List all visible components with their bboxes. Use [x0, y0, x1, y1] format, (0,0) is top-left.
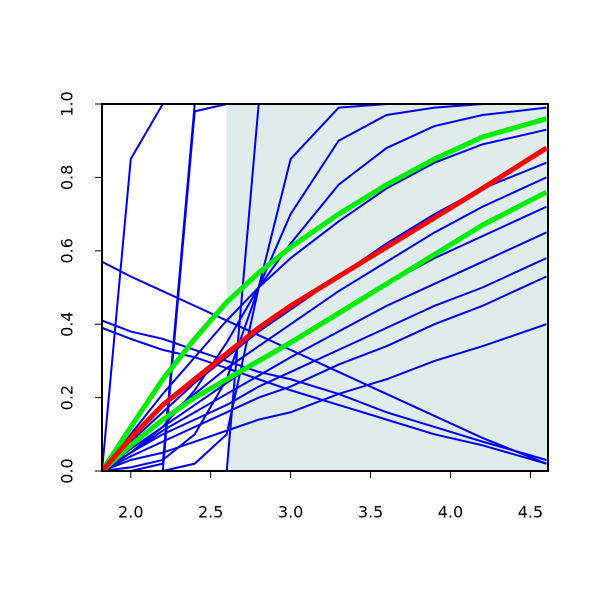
series-line: [102, 104, 547, 471]
series-line: [102, 116, 548, 471]
series-line: [102, 104, 547, 471]
y-tick-label: 0.8: [58, 165, 77, 190]
series-line: [102, 319, 547, 461]
series-line: [102, 231, 547, 471]
series-line: [102, 104, 547, 471]
x-tick-label: 3.0: [278, 503, 303, 522]
shaded-region: [226, 104, 548, 471]
series-line: [102, 128, 547, 471]
series-line: [102, 326, 547, 465]
y-tick-label: 0.2: [58, 385, 77, 410]
series-line: [102, 257, 547, 471]
plot-box: [101, 103, 549, 472]
x-tick-label: 2.0: [118, 503, 143, 522]
y-tick-label: 0.0: [58, 458, 77, 483]
series-line: [102, 323, 547, 471]
series-line: [102, 145, 548, 471]
y-tick-label: 0.4: [58, 311, 77, 336]
series-line: [102, 104, 547, 471]
x-tick-label: 2.5: [198, 503, 223, 522]
x-tick-label: 4.0: [438, 503, 463, 522]
series-line: [102, 260, 547, 465]
series-line: [102, 161, 547, 471]
series-line: [102, 189, 548, 471]
y-tick-label: 1.0: [58, 91, 77, 116]
series-line: [102, 106, 547, 471]
x-tick-label: 3.5: [358, 503, 383, 522]
y-tick-label: 0.6: [58, 238, 77, 263]
x-tick-label: 4.5: [518, 503, 543, 522]
series-line: [102, 275, 547, 471]
